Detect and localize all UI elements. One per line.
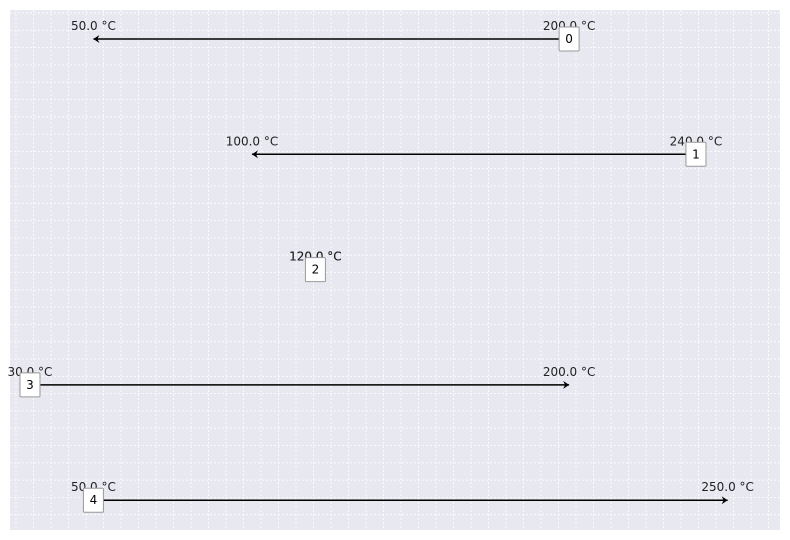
target-temperature-label: 200.0 °C: [543, 365, 596, 379]
stream-id-label: 3: [26, 378, 34, 392]
plot-background: [10, 10, 780, 530]
target-temperature-label: 250.0 °C: [701, 480, 754, 494]
stream-id-label: 1: [692, 147, 700, 161]
stream-id-label: 0: [565, 32, 573, 46]
stream-id-label: 4: [90, 493, 98, 507]
target-temperature-label: 50.0 °C: [71, 19, 116, 33]
stream-id-label: 2: [312, 263, 320, 277]
target-temperature-label: 100.0 °C: [226, 134, 279, 148]
